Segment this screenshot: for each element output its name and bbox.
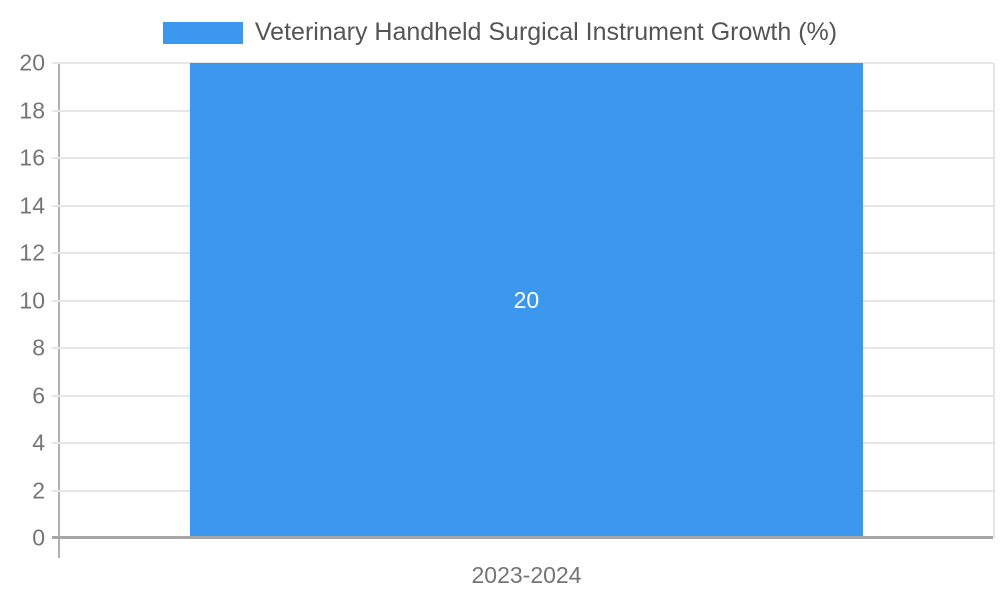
x-axis-category-label: 2023-2024 [471,562,582,588]
y-tick-mark [52,394,60,397]
y-tick-mark [52,157,60,159]
bar-value-label: 20 [513,287,540,313]
legend: Veterinary Handheld Surgical Instrument … [0,18,1000,47]
plot-right-border [993,63,995,538]
x-axis-line [52,536,993,539]
plot-area: 20 [52,62,995,558]
y-tick-mark [52,62,60,64]
legend-swatch-icon [162,21,243,44]
y-tick-mark [52,299,60,302]
y-tick-label: 14 [19,192,45,218]
y-tick-label: 10 [19,287,45,313]
y-tick-label: 4 [32,429,45,456]
y-tick-mark [52,347,60,349]
y-tick-mark [52,109,60,112]
y-tick-label: 8 [32,334,45,361]
y-axis-tick-labels: 0 2 4 6 8 10 12 14 16 18 20 [0,51,45,549]
y-tick-label: 18 [19,97,45,123]
y-tick-label: 16 [19,144,45,171]
bar-2023-2024: 20 [189,63,863,538]
legend-label: Veterinary Handheld Surgical Instrument … [254,18,838,46]
y-tick-label: 12 [19,239,45,266]
y-axis-line [58,63,60,558]
y-tick-label: 6 [32,382,45,408]
y-tick-mark [52,252,60,254]
y-tick-label: 0 [32,524,45,551]
y-tick-mark [52,204,60,207]
y-tick-label: 2 [32,477,45,503]
y-tick-mark [52,489,60,492]
y-tick-label: 20 [19,49,45,76]
y-tick-mark [52,442,60,444]
